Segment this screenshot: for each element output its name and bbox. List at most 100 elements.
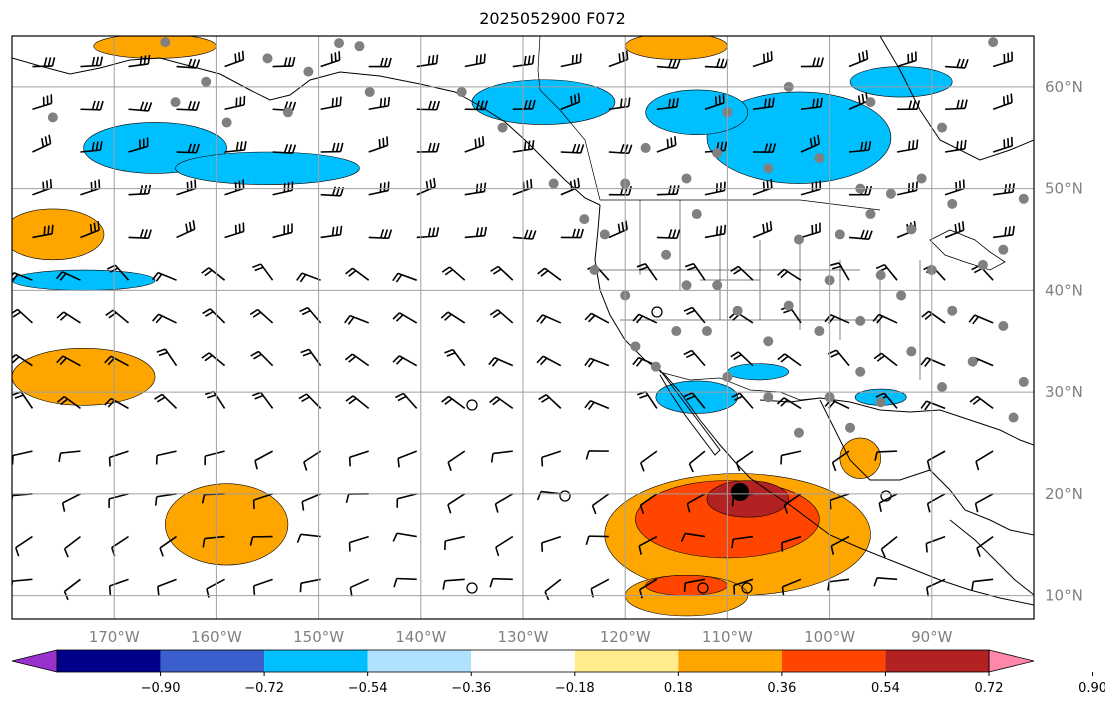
station-marker bbox=[937, 122, 948, 133]
wind-barb bbox=[368, 136, 389, 153]
wind-barb bbox=[489, 396, 514, 410]
colorbar-tick-label: 0.90 bbox=[1078, 681, 1105, 696]
station-marker bbox=[364, 86, 375, 97]
station-marker bbox=[865, 209, 876, 220]
open-circle-marker bbox=[741, 582, 753, 594]
wind-barb bbox=[464, 226, 488, 239]
wind-barb bbox=[250, 350, 274, 367]
wind-barb bbox=[686, 493, 706, 513]
wind-barb bbox=[848, 141, 872, 153]
latitude-label: 40°N bbox=[1045, 281, 1083, 299]
colorbar-segment bbox=[781, 650, 886, 672]
wind-barb bbox=[585, 450, 609, 460]
wind-barb bbox=[584, 400, 610, 410]
station-marker bbox=[681, 173, 692, 184]
wind-barb bbox=[971, 578, 994, 591]
station-marker bbox=[855, 366, 866, 377]
wind-barb bbox=[249, 308, 274, 324]
wind-barb bbox=[224, 140, 247, 153]
wind-barb bbox=[254, 450, 273, 470]
station-marker bbox=[1018, 193, 1029, 204]
wind-barb bbox=[896, 139, 919, 153]
station-marker bbox=[691, 209, 702, 220]
station-marker bbox=[988, 37, 999, 48]
wind-barb bbox=[176, 100, 200, 111]
wind-barb bbox=[395, 392, 418, 409]
wind-barb bbox=[780, 450, 802, 465]
wind-barb bbox=[12, 308, 33, 324]
station-marker bbox=[599, 229, 610, 240]
wind-barb bbox=[944, 221, 965, 239]
wind-barb bbox=[541, 535, 562, 552]
alaska-canada-border bbox=[537, 36, 601, 201]
wind-barb bbox=[541, 450, 562, 467]
colorbar-segment bbox=[678, 650, 782, 672]
wind-barb bbox=[296, 533, 321, 544]
wind-barb bbox=[252, 493, 273, 510]
wind-barb bbox=[15, 535, 33, 557]
wind-barb bbox=[368, 57, 392, 68]
wind-barb bbox=[396, 493, 417, 508]
wind-barb bbox=[639, 450, 658, 472]
wind-barb bbox=[992, 51, 1014, 68]
wind-barb bbox=[442, 578, 465, 590]
wind-barb bbox=[441, 395, 466, 410]
field-patch bbox=[645, 574, 728, 596]
station-marker bbox=[906, 346, 917, 357]
wind-barb bbox=[151, 271, 177, 282]
wind-barb bbox=[636, 263, 658, 281]
station-marker bbox=[579, 214, 590, 225]
field-patch bbox=[624, 36, 728, 60]
station-markers bbox=[47, 37, 1029, 438]
station-marker bbox=[763, 336, 774, 347]
wind-barb bbox=[591, 493, 610, 515]
wind-barb bbox=[638, 578, 658, 599]
colorbar-extend-high bbox=[988, 649, 1035, 673]
wind-barb bbox=[348, 450, 369, 467]
colorbar-tick-label: 0.72 bbox=[975, 681, 1004, 696]
station-marker bbox=[763, 392, 774, 403]
wind-barb bbox=[704, 93, 725, 111]
field-patch bbox=[849, 66, 953, 98]
special-markers bbox=[466, 306, 892, 594]
station-marker bbox=[170, 97, 181, 108]
longitude-label: 170°W bbox=[89, 628, 140, 646]
wind-barb bbox=[752, 97, 775, 111]
wind-barb bbox=[105, 309, 130, 324]
wind-barb bbox=[731, 535, 754, 549]
wind-barb bbox=[320, 96, 342, 111]
station-marker bbox=[834, 229, 845, 240]
wind-barb bbox=[416, 54, 439, 68]
station-marker bbox=[937, 382, 948, 393]
field-contours bbox=[12, 36, 953, 617]
wind-barb bbox=[32, 134, 52, 153]
station-marker bbox=[977, 259, 988, 270]
field-patch bbox=[93, 36, 217, 59]
wind-barb bbox=[538, 393, 562, 409]
longitude-label: 120°W bbox=[600, 628, 651, 646]
wind-barb bbox=[683, 578, 706, 592]
wind-barb bbox=[688, 450, 706, 473]
wind-barb bbox=[975, 450, 994, 471]
coastlines bbox=[12, 36, 1034, 606]
wind-barb bbox=[830, 535, 850, 555]
wind-barb bbox=[976, 535, 994, 557]
wind-barb bbox=[32, 57, 56, 68]
wind-barb bbox=[128, 229, 152, 239]
wind-barb bbox=[800, 97, 823, 111]
station-marker bbox=[630, 341, 641, 352]
wind-barb bbox=[272, 143, 297, 155]
wind-barb bbox=[489, 577, 513, 588]
wind-barb bbox=[494, 493, 514, 513]
colorbar-tick-label: −0.36 bbox=[451, 681, 491, 696]
station-marker bbox=[793, 427, 804, 438]
wind-barb bbox=[831, 450, 850, 472]
wind-barb bbox=[848, 49, 869, 68]
wind-barb bbox=[296, 272, 321, 283]
station-marker bbox=[221, 117, 232, 128]
wind-barb bbox=[683, 349, 706, 367]
wind-barb bbox=[176, 179, 197, 196]
north-america-west-coast bbox=[594, 204, 1034, 606]
wind-barb bbox=[878, 493, 898, 512]
wind-barb bbox=[490, 265, 514, 281]
